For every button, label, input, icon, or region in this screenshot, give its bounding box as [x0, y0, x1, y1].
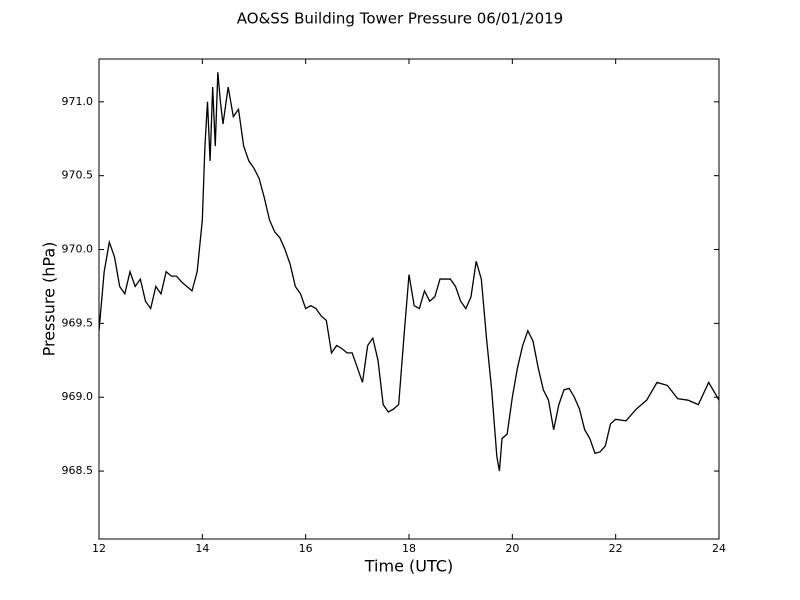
- x-axis-label: Time (UTC): [364, 557, 453, 576]
- y-tick-label: 969.5: [62, 316, 94, 329]
- y-tick-label: 968.5: [62, 464, 94, 477]
- y-tick-label: 971.0: [62, 95, 94, 108]
- line-series: [99, 72, 719, 472]
- x-tick-label: 16: [299, 542, 313, 555]
- chart-title: AO&SS Building Tower Pressure 06/01/2019: [237, 10, 563, 28]
- y-axis-label: Pressure (hPa): [40, 242, 59, 357]
- x-tick-label: 24: [712, 542, 726, 555]
- y-tick-label: 970.0: [62, 243, 94, 256]
- plot-frame: [98, 58, 720, 540]
- x-tick-label: 12: [92, 542, 106, 555]
- y-tick-label: 969.0: [62, 390, 94, 403]
- y-tick-label: 970.5: [62, 169, 94, 182]
- x-tick-label: 18: [402, 542, 416, 555]
- x-tick-label: 14: [195, 542, 209, 555]
- x-tick-label: 22: [609, 542, 623, 555]
- x-tick-label: 20: [505, 542, 519, 555]
